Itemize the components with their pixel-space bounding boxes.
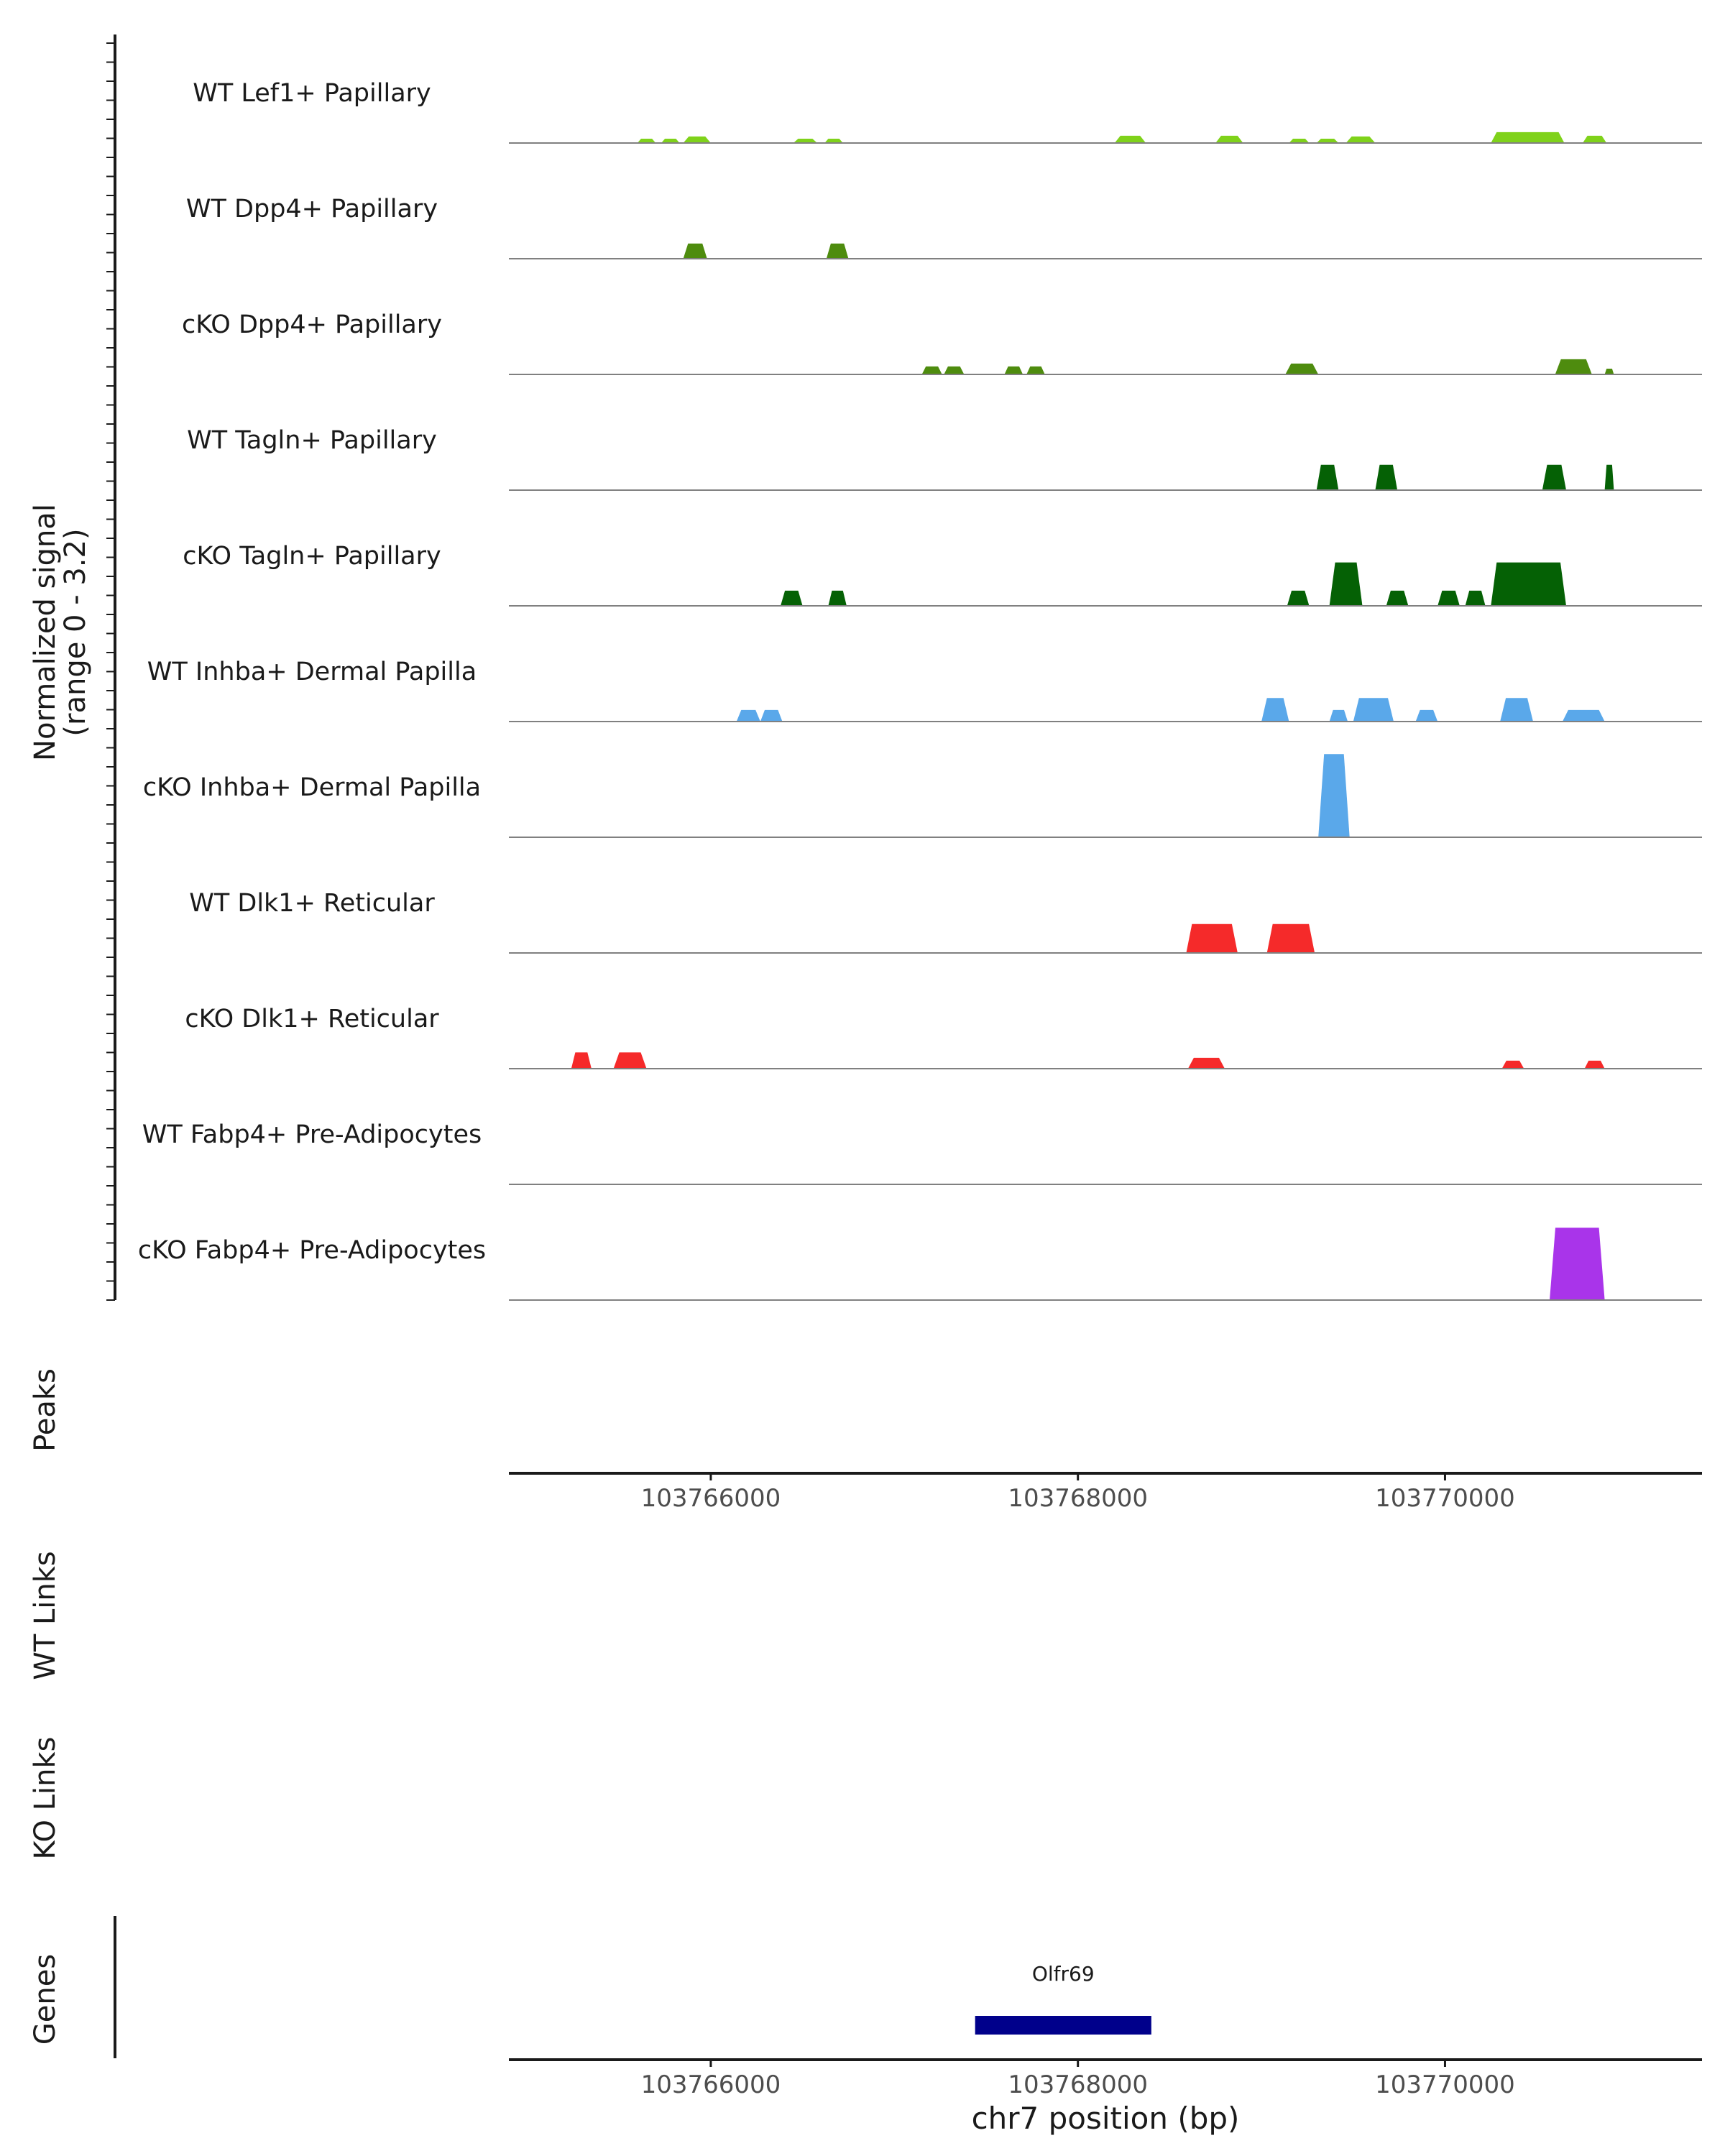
signal-peak: [1542, 464, 1566, 490]
signal-peak: [1186, 923, 1238, 953]
signal-peak: [1353, 698, 1394, 722]
signal-peak: [1287, 590, 1310, 606]
track-label: WT Fabp4+ Pre-Adipocytes: [142, 1120, 482, 1149]
x-tick-label: 103766000: [641, 2070, 781, 2099]
signal-peak: [1583, 135, 1607, 143]
track-7: WT Dlk1+ Reticular: [189, 889, 1702, 954]
signal-peak: [1316, 139, 1339, 143]
signal-peak: [571, 1052, 592, 1069]
peaks-panel-label: Peaks: [29, 1368, 62, 1452]
signal-peak: [1187, 1057, 1225, 1069]
signal-peak: [1550, 1227, 1605, 1300]
signal-peak: [1438, 590, 1460, 606]
signal-peak: [1386, 590, 1409, 606]
signal-peak: [661, 139, 680, 143]
track-5: WT Inhba+ Dermal Papilla: [147, 658, 1702, 722]
signal-peak: [683, 243, 707, 259]
track-label: WT Inhba+ Dermal Papilla: [147, 658, 477, 686]
track-label: cKO Dpp4+ Papillary: [182, 310, 442, 339]
signal-peak: [1584, 1060, 1605, 1069]
signal-peak: [793, 139, 817, 143]
signal-peak: [1555, 359, 1592, 374]
track-label: cKO Tagln+ Papillary: [183, 542, 441, 571]
signal-peak: [1266, 923, 1315, 953]
track-label: cKO Fabp4+ Pre-Adipocytes: [138, 1236, 486, 1265]
signal-peak: [760, 709, 783, 722]
track-label: WT Dlk1+ Reticular: [189, 889, 435, 918]
signal-peak: [944, 366, 965, 374]
y-axis-title: Normalized signal: [29, 504, 62, 761]
track-0: WT Lef1+ Papillary: [193, 79, 1702, 144]
x-tick-label: 103766000: [641, 1484, 781, 1513]
signal-peak: [1261, 698, 1289, 722]
signal-peak: [1491, 562, 1566, 606]
track-label: WT Lef1+ Papillary: [193, 79, 431, 108]
signal-peak: [826, 243, 849, 259]
signal-peak: [637, 139, 656, 143]
signal-peak: [1004, 366, 1024, 374]
track-label: cKO Dlk1+ Reticular: [185, 1005, 439, 1033]
track-10: cKO Fabp4+ Pre-Adipocytes: [138, 1227, 1702, 1301]
ko-links-panel-label: KO Links: [29, 1737, 62, 1860]
x-axis-title: chr7 position (bp): [972, 2101, 1240, 2136]
signal-peak: [1604, 369, 1614, 374]
track-9: WT Fabp4+ Pre-Adipocytes: [142, 1120, 1702, 1185]
signal-peak: [1285, 363, 1319, 374]
signal-peak: [1329, 562, 1363, 606]
x-tick-label: 103768000: [1008, 2070, 1148, 2099]
gene-label: Olfr69: [1032, 1962, 1095, 1986]
x-tick-label: 103770000: [1375, 1484, 1515, 1513]
signal-peak: [1329, 709, 1348, 722]
x-tick-label: 103770000: [1375, 2070, 1515, 2099]
signal-peak: [781, 590, 803, 606]
wt-links-panel-label: WT Links: [29, 1551, 62, 1680]
signal-peak: [683, 136, 711, 143]
track-4: cKO Tagln+ Papillary: [183, 542, 1702, 607]
signal-peak: [1289, 139, 1310, 143]
signal-peak: [1346, 136, 1376, 143]
signal-peak: [1491, 132, 1565, 143]
signal-peak: [1114, 135, 1146, 143]
signal-peak: [1375, 464, 1398, 490]
gene-body: [975, 2016, 1151, 2035]
signal-peak: [1604, 464, 1614, 490]
track-label: WT Dpp4+ Papillary: [186, 195, 438, 224]
signal-peak: [736, 709, 760, 722]
signal-peak: [1318, 754, 1350, 837]
x-tick-label: 103768000: [1008, 1484, 1148, 1513]
signal-peak: [921, 366, 942, 374]
track-3: WT Tagln+ Papillary: [187, 426, 1702, 491]
signal-peak: [1215, 135, 1243, 143]
track-6: cKO Inhba+ Dermal Papilla: [143, 754, 1702, 838]
signal-peak: [1562, 709, 1605, 722]
signal-peak: [1501, 1060, 1524, 1069]
track-label: cKO Inhba+ Dermal Papilla: [143, 773, 481, 802]
y-axis-range: (range 0 - 3.2): [59, 528, 92, 736]
signal-peak: [1316, 464, 1339, 490]
track-label: WT Tagln+ Papillary: [187, 426, 437, 455]
signal-peak: [1026, 366, 1045, 374]
signal-peak: [1500, 698, 1533, 722]
signal-peak: [828, 590, 847, 606]
signal-peak: [1415, 709, 1438, 722]
signal-peak: [824, 139, 843, 143]
track-1: WT Dpp4+ Papillary: [186, 195, 1702, 259]
genes-panel-label: Genes: [29, 1954, 62, 2045]
signal-peak: [1465, 590, 1486, 606]
signal-peak: [613, 1052, 647, 1069]
track-2: cKO Dpp4+ Papillary: [182, 310, 1702, 375]
track-8: cKO Dlk1+ Reticular: [185, 1005, 1702, 1069]
